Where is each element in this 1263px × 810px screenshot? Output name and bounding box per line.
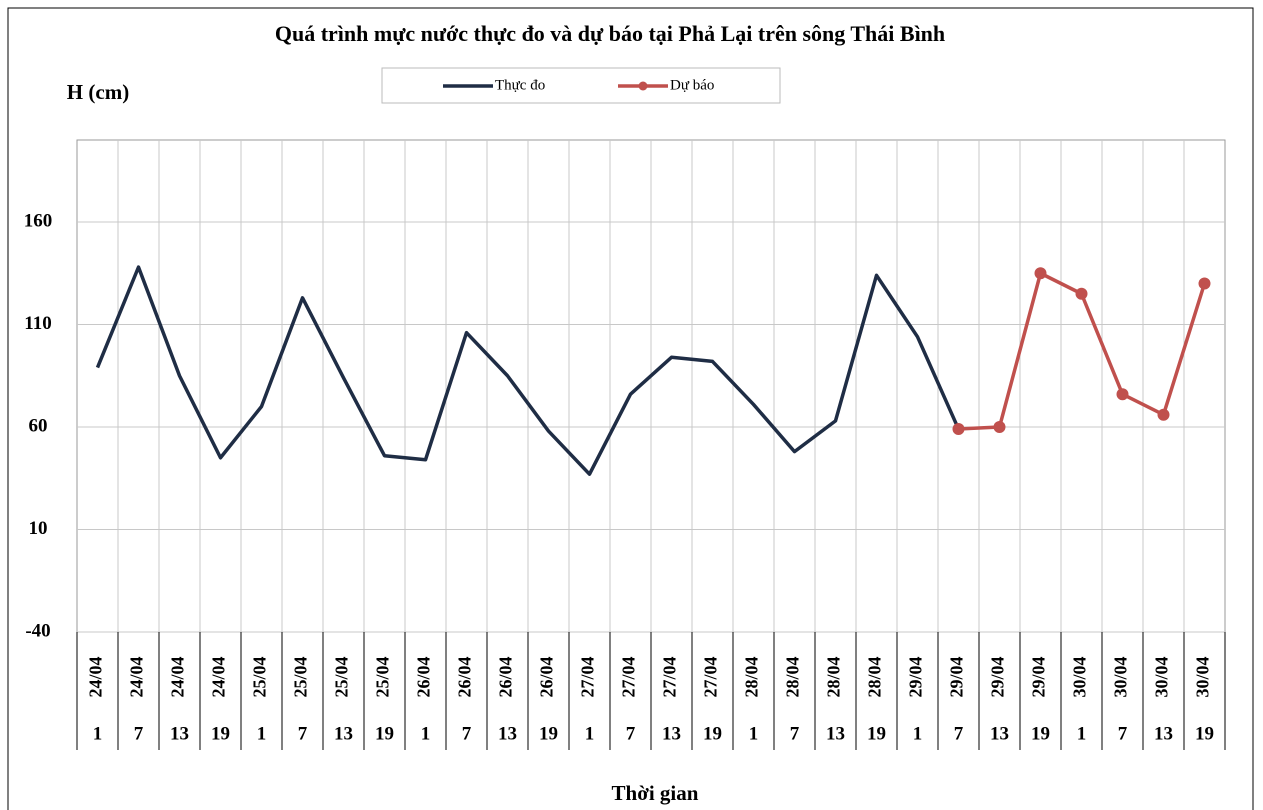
- series-marker: [993, 421, 1006, 433]
- x-tick-date: 24/04: [127, 656, 147, 697]
- x-tick-hour: 13: [1154, 723, 1173, 744]
- x-axis-title: Thời gian: [612, 781, 699, 805]
- x-tick-hour: 13: [498, 723, 517, 744]
- series-marker: [1198, 277, 1211, 290]
- series-marker: [1034, 267, 1047, 280]
- x-tick-date: 27/04: [578, 656, 598, 697]
- x-tick-date: 30/04: [1152, 656, 1172, 697]
- x-tick-hour: 19: [1195, 723, 1214, 744]
- x-tick-date: 24/04: [209, 656, 229, 697]
- x-tick-date: 26/04: [496, 656, 516, 697]
- y-tick-label: 60: [29, 415, 48, 436]
- x-tick-hour: 7: [790, 723, 800, 744]
- x-tick-date: 25/04: [373, 656, 393, 697]
- x-tick-date: 24/04: [86, 656, 106, 697]
- legend-box: [381, 67, 781, 104]
- x-tick-date: 27/04: [660, 656, 680, 697]
- x-tick-hour: 1: [421, 723, 431, 744]
- chart-title: Quá trình mực nước thực đo và dự báo tại…: [275, 21, 945, 46]
- x-tick-hour: 13: [334, 723, 353, 744]
- x-tick-date: 25/04: [250, 656, 270, 697]
- x-tick-hour: 13: [826, 723, 845, 744]
- x-tick-date: 29/04: [906, 656, 926, 697]
- x-tick-date: 30/04: [1070, 656, 1090, 697]
- x-tick-hour: 7: [462, 723, 472, 744]
- x-tick-hour: 13: [170, 723, 189, 744]
- x-tick-date: 26/04: [414, 656, 434, 697]
- x-tick-date: 26/04: [455, 656, 475, 697]
- x-tick-date: 25/04: [332, 656, 352, 697]
- x-tick-date: 30/04: [1111, 656, 1131, 697]
- x-tick-hour: 7: [954, 723, 964, 744]
- x-tick-date: 30/04: [1193, 656, 1213, 697]
- x-tick-date: 29/04: [1029, 656, 1049, 697]
- x-tick-hour: 19: [375, 723, 394, 744]
- series-marker: [1075, 287, 1088, 300]
- y-tick-label: -40: [25, 620, 50, 641]
- x-tick-date: 25/04: [291, 656, 311, 697]
- series-marker: [1116, 388, 1129, 401]
- legend-label: Thực đo: [495, 77, 545, 93]
- x-tick-date: 29/04: [947, 656, 967, 697]
- y-tick-label: 10: [29, 518, 48, 539]
- x-tick-hour: 19: [211, 723, 230, 744]
- legend-marker: [638, 81, 648, 91]
- y-axis-title: H (cm): [67, 80, 129, 104]
- series-marker: [1157, 408, 1170, 421]
- series-line: [95, 265, 961, 476]
- y-tick-label: 110: [24, 313, 51, 334]
- x-tick-hour: 19: [1031, 723, 1050, 744]
- legend-label: Dự báo: [670, 77, 714, 93]
- x-tick-hour: 19: [867, 723, 886, 744]
- x-tick-hour: 13: [662, 723, 681, 744]
- x-tick-hour: 1: [913, 723, 923, 744]
- x-tick-date: 27/04: [619, 656, 639, 697]
- x-tick-date: 28/04: [865, 656, 885, 697]
- x-tick-date: 26/04: [537, 656, 557, 697]
- x-tick-hour: 19: [539, 723, 558, 744]
- x-tick-hour: 7: [1118, 723, 1128, 744]
- series-marker: [952, 423, 965, 436]
- x-tick-date: 28/04: [742, 656, 762, 697]
- x-tick-date: 28/04: [783, 656, 803, 697]
- chart-frame: [7, 7, 1254, 810]
- x-tick-hour: 7: [298, 723, 308, 744]
- x-tick-hour: 7: [626, 723, 636, 744]
- x-tick-date: 28/04: [824, 656, 844, 697]
- x-tick-date: 27/04: [701, 656, 721, 697]
- x-tick-hour: 7: [134, 723, 144, 744]
- x-tick-hour: 1: [1077, 723, 1087, 744]
- x-tick-hour: 1: [585, 723, 595, 744]
- y-tick-label: 160: [24, 210, 53, 231]
- x-tick-date: 29/04: [988, 656, 1008, 697]
- x-tick-hour: 19: [703, 723, 722, 744]
- x-tick-hour: 1: [257, 723, 267, 744]
- x-tick-hour: 1: [93, 723, 103, 744]
- x-tick-date: 24/04: [168, 656, 188, 697]
- x-tick-hour: 13: [990, 723, 1009, 744]
- x-tick-hour: 1: [749, 723, 759, 744]
